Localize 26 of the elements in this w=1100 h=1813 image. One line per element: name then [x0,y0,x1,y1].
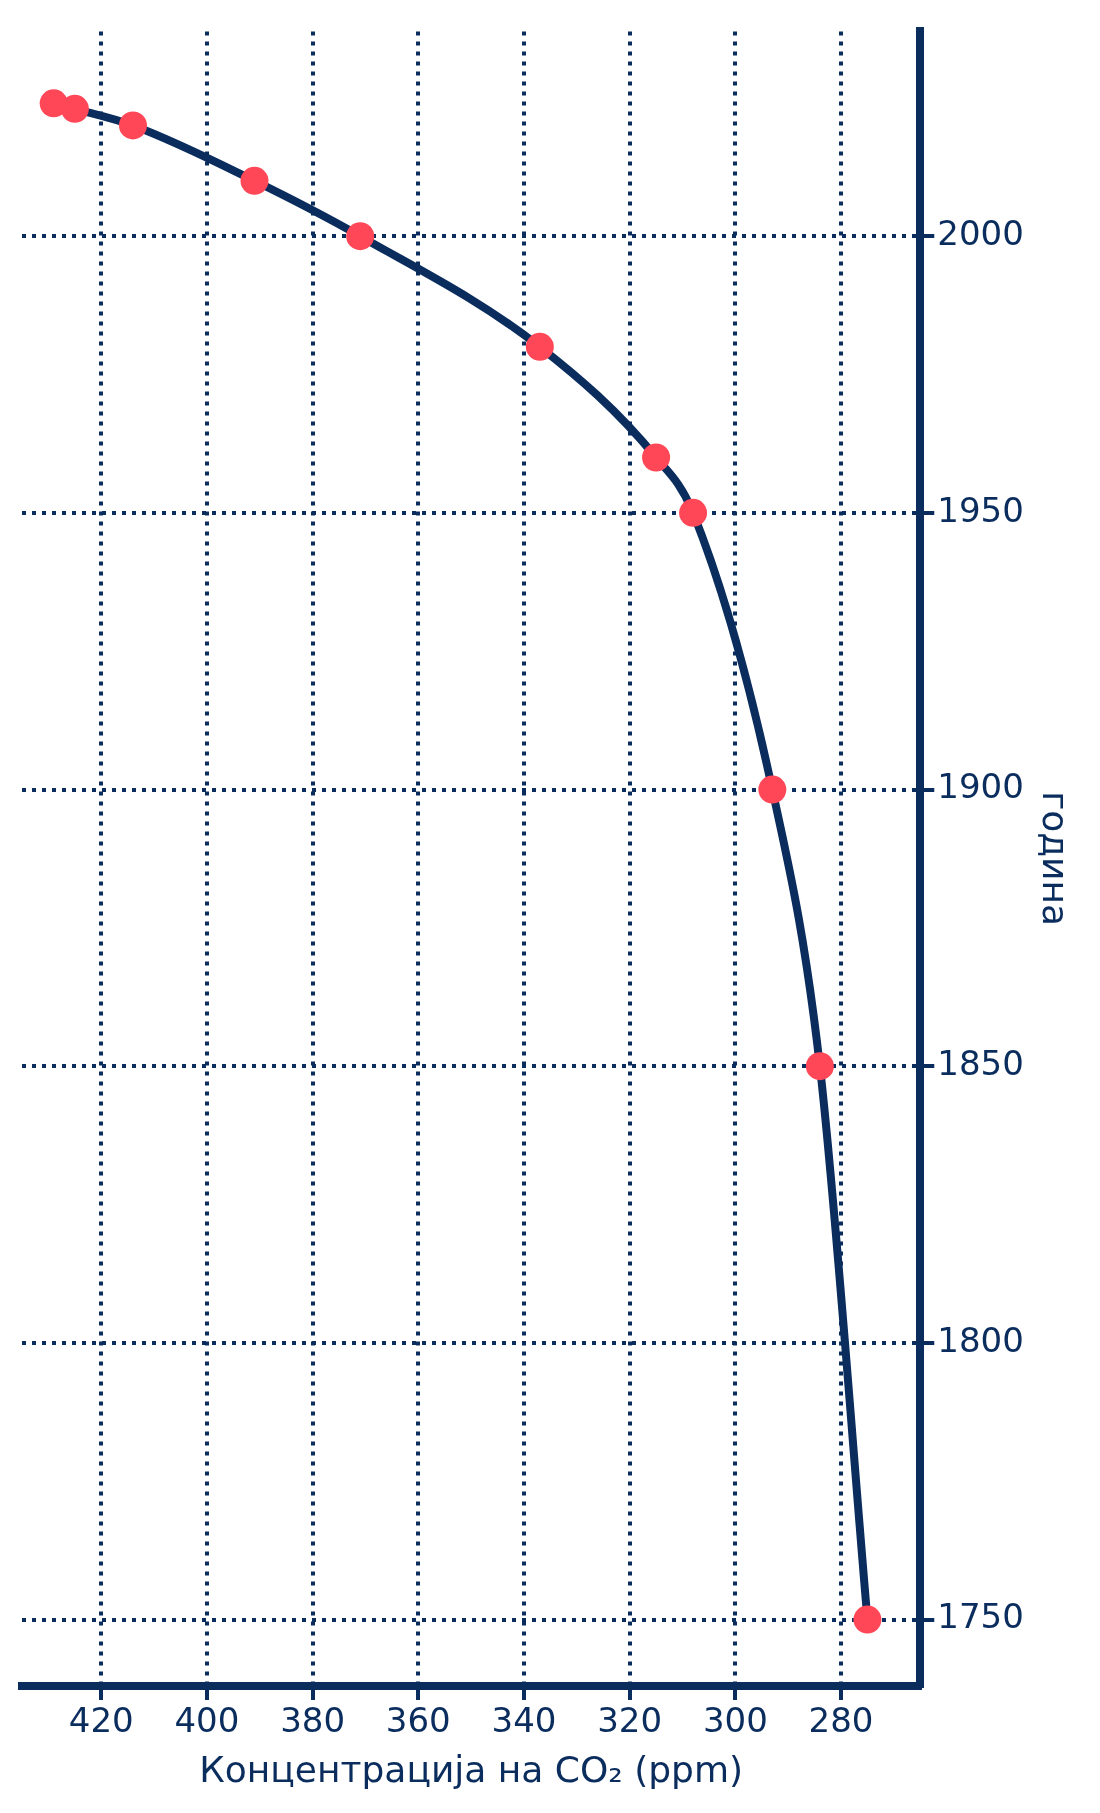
x-tick-label: 360 [385,1700,451,1741]
x-tick-label: 400 [174,1700,240,1741]
point [642,443,671,472]
point [118,111,147,140]
x-tick-label: 300 [702,1700,768,1741]
point [853,1605,882,1634]
point [805,1052,834,1081]
point [240,166,269,195]
y-tick-label: 2000 [937,212,1024,253]
x-tick-label: 320 [597,1700,663,1741]
y-tick-label: 1950 [937,489,1024,530]
y-axis-title: година [1035,791,1077,927]
point [758,775,787,804]
x-tick-label: 340 [491,1700,557,1741]
x-tick-label: 380 [280,1700,346,1741]
point [679,498,708,527]
point [39,89,68,118]
point [525,332,554,361]
x-tick-label: 420 [68,1700,134,1741]
x-tick-label: 280 [808,1700,874,1741]
x-axis-title: Концентрација на CO₂ (ppm) [199,1748,744,1790]
y-tick-label: 1800 [937,1319,1024,1360]
point [346,222,375,251]
y-tick-label: 1850 [937,1043,1024,1084]
y-tick-label: 1750 [937,1596,1024,1637]
y-tick-label: 1900 [937,766,1024,807]
